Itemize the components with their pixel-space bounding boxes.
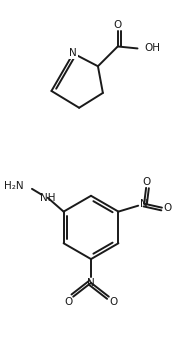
Text: NH: NH [40,193,56,203]
Text: O: O [114,20,122,30]
Text: O: O [110,297,118,307]
Text: OH: OH [144,44,160,53]
Text: O: O [164,202,172,213]
Text: N: N [140,199,148,209]
Text: O: O [64,297,72,307]
Text: N: N [69,48,77,58]
Text: O: O [142,177,150,187]
Text: N: N [87,278,95,288]
Text: H₂N: H₂N [4,181,24,191]
